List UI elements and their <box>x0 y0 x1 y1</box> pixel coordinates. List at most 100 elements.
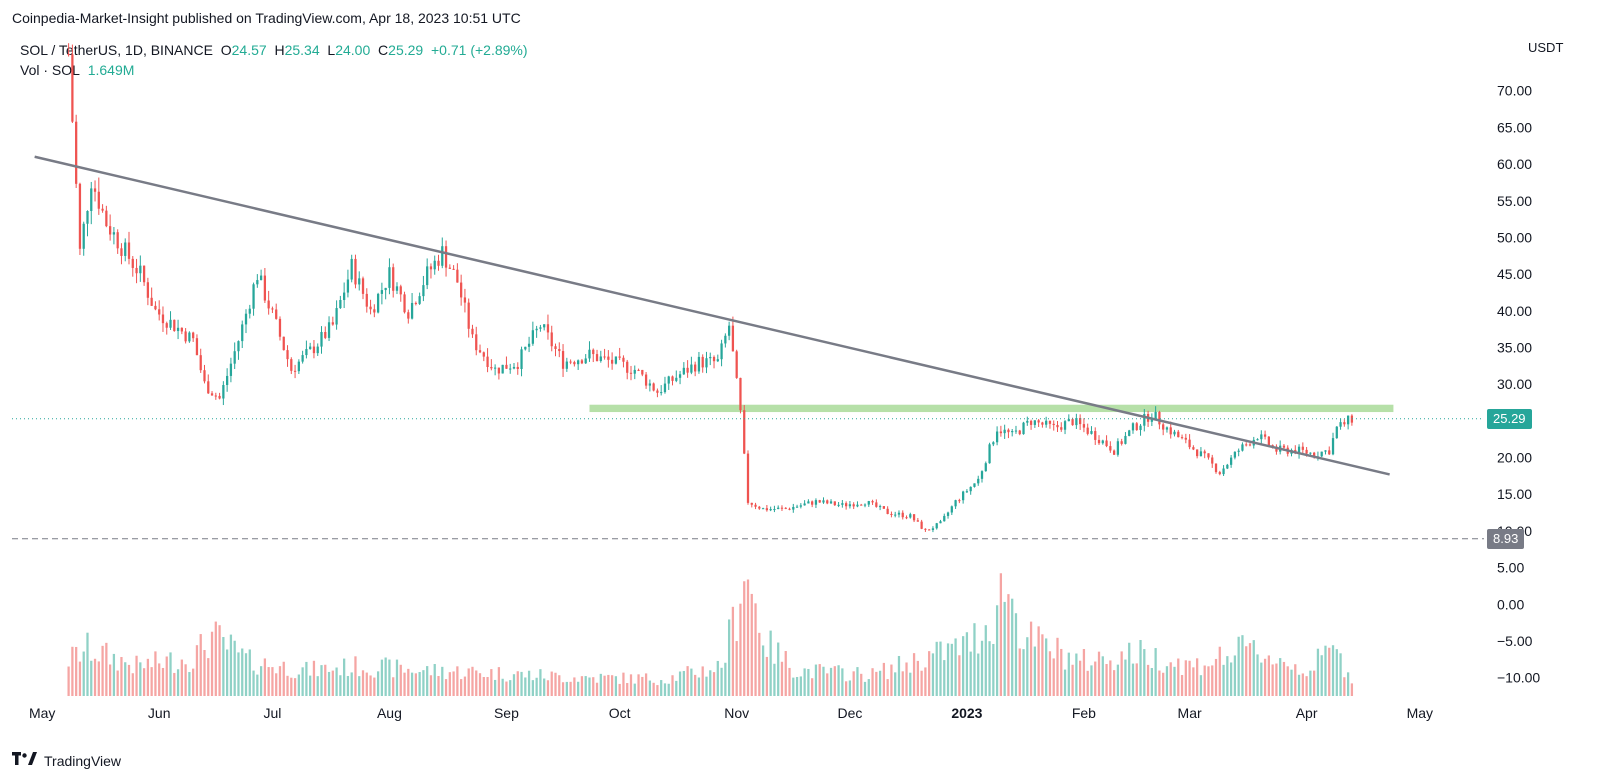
candle-body <box>675 377 678 381</box>
volume-bar <box>1071 664 1074 696</box>
volume-bar <box>93 658 97 696</box>
volume-bar <box>1331 645 1335 696</box>
downtrend-line[interactable] <box>34 155 1390 476</box>
volume-bar <box>444 679 448 696</box>
volume-bar <box>543 678 546 696</box>
candle-body <box>222 385 225 399</box>
candle-body <box>882 506 886 509</box>
y-tick-label: 30.00 <box>1497 376 1532 392</box>
volume-bar <box>1335 649 1338 696</box>
volume-bar <box>920 670 923 696</box>
volume-bar <box>558 675 561 696</box>
candle-body <box>1007 429 1010 433</box>
volume-bar <box>1086 670 1089 696</box>
candle-body <box>1199 451 1203 457</box>
candle-body <box>188 332 191 342</box>
y-tick-label: 0.00 <box>1497 596 1524 612</box>
volume-bar <box>988 641 991 696</box>
currency-label[interactable]: USDT <box>1528 40 1564 55</box>
volume-bar <box>448 672 451 696</box>
volume-bar <box>841 668 844 696</box>
volume-bar <box>1067 652 1070 696</box>
candle-body <box>1082 424 1086 428</box>
volume-bar <box>1271 664 1274 696</box>
candle-body <box>916 520 919 522</box>
volume-label[interactable]: Vol · SOL <box>20 62 80 78</box>
volume-bar <box>946 643 950 696</box>
volume-bar <box>218 625 221 696</box>
x-axis[interactable]: May Jun Jul Aug Sep Oct Nov Dec 2023 Feb Mar Apr May <box>29 705 1433 721</box>
volume-bar <box>343 658 346 696</box>
candle-body <box>716 359 719 362</box>
footer-brand[interactable]: TradingView <box>12 752 121 769</box>
candle-body <box>120 248 123 256</box>
candle-body <box>78 183 82 249</box>
candle-body <box>90 188 93 211</box>
candle-body <box>146 282 150 298</box>
volume-bar <box>1128 642 1131 696</box>
volume-bar <box>890 664 893 696</box>
candle-body <box>1180 437 1184 439</box>
brand-name: TradingView <box>44 752 122 769</box>
volume-bar <box>531 680 534 696</box>
candle-body <box>1241 444 1244 451</box>
candle-body <box>497 367 501 374</box>
candle-body <box>127 242 131 259</box>
candle-body <box>105 210 108 227</box>
volume-bar <box>886 679 889 696</box>
volume-bar <box>516 671 519 696</box>
volume-bar <box>1260 662 1263 696</box>
candle-body <box>788 508 791 510</box>
volume-bar <box>493 679 497 696</box>
volume-bar <box>1052 658 1055 696</box>
candle-body <box>1233 451 1237 458</box>
candle-body <box>977 478 980 484</box>
volume-bar <box>671 675 674 696</box>
volume-bar <box>622 672 625 696</box>
volume-bar <box>1109 660 1112 696</box>
volume-bar <box>1135 663 1138 696</box>
volume-bar <box>339 675 342 696</box>
candle-body <box>660 392 663 394</box>
candle-body <box>471 328 474 335</box>
candle-body <box>165 323 168 328</box>
volume-bar <box>1229 662 1233 696</box>
candle-body <box>101 208 104 211</box>
volume-bar <box>746 579 750 696</box>
candle-body <box>773 509 776 511</box>
volume-bar <box>105 642 108 696</box>
volume-bar <box>195 645 199 696</box>
volume-bar <box>807 668 810 696</box>
candle-body <box>769 509 772 511</box>
volume-bar <box>244 653 248 696</box>
volume-bar <box>644 673 648 696</box>
candle-body <box>890 513 893 515</box>
volume-bar <box>1199 675 1203 696</box>
candle-body <box>1229 457 1233 465</box>
volume-bar <box>350 672 353 696</box>
volume-bar <box>901 671 904 696</box>
volume-bar <box>1037 626 1040 696</box>
volume-bar <box>939 641 942 696</box>
volume-bar <box>607 674 610 696</box>
volume-bar <box>637 674 640 696</box>
volume-bar <box>822 666 825 696</box>
volume-bar <box>656 685 659 696</box>
candle-body <box>429 266 433 270</box>
volume-bar <box>1241 635 1244 696</box>
y-axis[interactable]: 70.00 65.00 60.00 55.00 50.00 45.00 40.00 35.00… <box>1497 83 1540 686</box>
candle-body <box>229 363 233 376</box>
candle-body <box>652 383 655 391</box>
volume-bar <box>512 674 516 696</box>
candle-body <box>1067 419 1070 422</box>
volume-bar <box>67 666 70 696</box>
candle-body <box>1313 452 1316 457</box>
volume-bar <box>618 683 621 696</box>
volume-bar <box>309 675 312 696</box>
volume-bar <box>1309 670 1312 696</box>
candle-body <box>852 504 855 507</box>
candle-body <box>837 504 840 506</box>
candle-body <box>1211 457 1214 464</box>
volume-bar <box>761 645 765 696</box>
